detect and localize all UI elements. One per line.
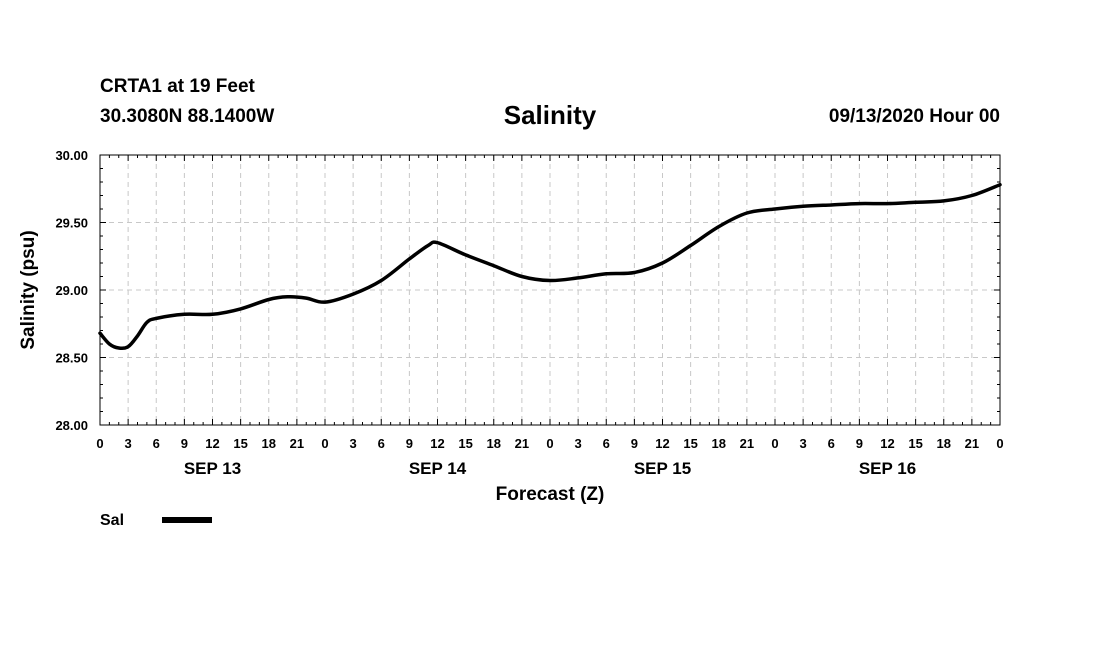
x-tick-label: 9 (856, 436, 863, 451)
x-tick-label: 6 (828, 436, 835, 451)
chart-title: Salinity (503, 100, 597, 130)
x-tick-label: 9 (631, 436, 638, 451)
x-tick-label: 6 (153, 436, 160, 451)
x-tick-label: 0 (96, 436, 103, 451)
x-tick-label: 0 (321, 436, 328, 451)
y-tick-label: 29.00 (55, 283, 88, 298)
station-coordinates: 30.3080N 88.1400W (100, 106, 275, 127)
y-axis-label: Salinity (psu) (18, 230, 39, 349)
x-axis-label: Forecast (Z) (496, 484, 605, 505)
x-tick-label: 21 (740, 436, 754, 451)
x-tick-label: 3 (125, 436, 132, 451)
x-tick-label: 6 (378, 436, 385, 451)
x-tick-label: 6 (603, 436, 610, 451)
x-tick-label: 18 (937, 436, 951, 451)
x-tick-label: 21 (965, 436, 979, 451)
x-tick-label: 12 (205, 436, 219, 451)
x-tick-label: 12 (880, 436, 894, 451)
x-tick-label: 3 (350, 436, 357, 451)
x-tick-label: 15 (233, 436, 247, 451)
plot-frame (99, 154, 1001, 426)
x-tick-label: 15 (458, 436, 472, 451)
day-label: SEP 15 (634, 459, 691, 478)
day-label: SEP 14 (409, 459, 467, 478)
y-tick-label: 30.00 (55, 148, 88, 163)
grid-lines (100, 155, 1000, 425)
x-tick-label: 21 (290, 436, 304, 451)
x-tick-label: 21 (515, 436, 529, 451)
x-tick-label: 0 (546, 436, 553, 451)
x-tick-label: 3 (800, 436, 807, 451)
y-tick-label: 28.50 (55, 351, 88, 366)
day-label: SEP 13 (184, 459, 241, 478)
x-tick-label: 18 (712, 436, 726, 451)
y-tick-label: 28.00 (55, 418, 88, 433)
x-tick-label: 15 (683, 436, 697, 451)
forecast-timestamp: 09/13/2020 Hour 00 (828, 106, 1000, 127)
x-tick-label: 9 (406, 436, 413, 451)
x-tick-label: 0 (771, 436, 778, 451)
tick-labels: 0 3 6 9 12 15 18 21 0 3 6 9 12 15 18 21 0 3 6 9 12 15 18 21 0 3 6 9… (55, 148, 1003, 478)
x-tick-label: 3 (575, 436, 582, 451)
x-tick-label: 12 (655, 436, 669, 451)
series-lines (98, 182, 1002, 351)
station-label: CRTA1 at 19 Feet (100, 76, 255, 97)
x-tick-label: 18 (487, 436, 501, 451)
x-tick-label: 0 (996, 436, 1003, 451)
legend-label: Sal (100, 512, 124, 529)
y-tick-label: 29.50 (55, 216, 88, 231)
day-label: SEP 16 (859, 459, 916, 478)
legend: Sal (100, 512, 212, 529)
x-tick-label: 9 (181, 436, 188, 451)
x-tick-label: 12 (430, 436, 444, 451)
x-tick-label: 18 (262, 436, 276, 451)
x-tick-label: 15 (908, 436, 922, 451)
series-line-sal (98, 182, 1002, 351)
